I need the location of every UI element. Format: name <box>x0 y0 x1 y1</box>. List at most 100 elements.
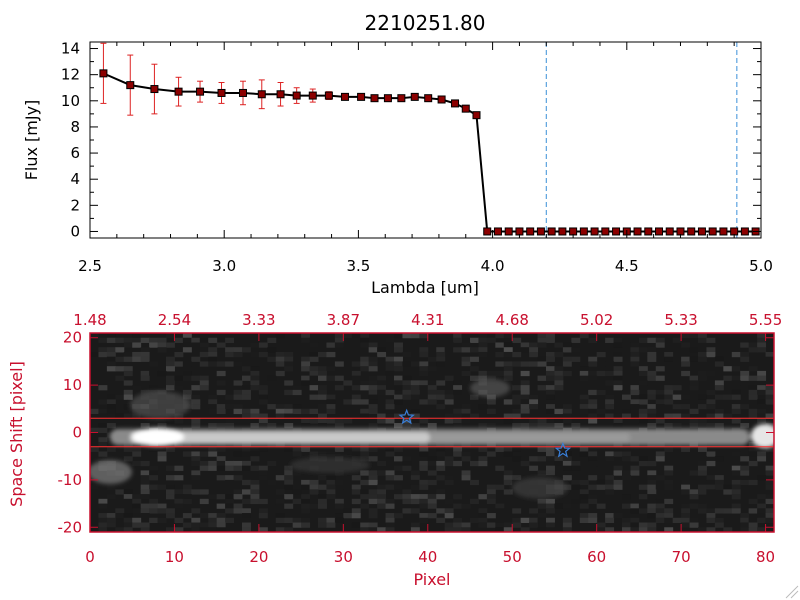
noise-pixel <box>596 484 606 490</box>
noise-pixel <box>698 460 707 467</box>
noise-pixel <box>740 451 750 457</box>
noise-pixel <box>106 394 116 400</box>
noise-pixel <box>562 347 572 353</box>
noise-pixel <box>191 470 201 476</box>
noise-pixel <box>309 337 319 343</box>
noise-pixel <box>546 460 555 467</box>
noise-pixel <box>419 333 429 339</box>
noise-pixel <box>191 451 201 457</box>
noise-pixel <box>250 342 260 348</box>
noise-pixel <box>166 418 175 424</box>
noise-pixel <box>166 494 175 500</box>
noise-pixel <box>681 522 691 528</box>
noise-pixel <box>529 361 539 367</box>
pixel-tick-label: 30 <box>334 548 353 566</box>
noise-pixel <box>301 503 311 509</box>
noise-pixel <box>106 333 116 339</box>
noise-pixel <box>98 347 108 353</box>
noise-pixel <box>267 423 277 429</box>
noise-pixel <box>275 475 285 481</box>
noise-pixel <box>461 356 471 362</box>
noise-pixel <box>106 399 116 405</box>
noise-pixel <box>546 451 555 457</box>
noise-pixel <box>318 351 327 358</box>
noise-pixel <box>655 389 665 396</box>
noise-pixel <box>647 347 657 353</box>
noise-pixel <box>385 413 395 419</box>
noise-pixel <box>284 413 294 419</box>
noise-pixel <box>706 347 716 353</box>
noise-pixel <box>208 451 218 457</box>
noise-pixel <box>98 517 108 524</box>
resize-grip-icon[interactable] <box>785 585 799 599</box>
noise-pixel <box>242 479 251 486</box>
noise-pixel <box>706 451 716 457</box>
noise-pixel <box>706 404 716 410</box>
noise-pixel <box>647 389 657 396</box>
noise-pixel <box>360 503 370 509</box>
noise-pixel <box>140 356 150 362</box>
noise-pixel <box>123 527 133 532</box>
noise-pixel <box>689 375 699 381</box>
noise-pixel <box>655 342 665 348</box>
y-tick-label: 14 <box>61 40 80 58</box>
noise-pixel <box>199 337 209 343</box>
noise-pixel <box>436 508 446 514</box>
noise-pixel <box>106 423 116 429</box>
noise-pixel <box>368 408 378 415</box>
noise-pixel <box>503 446 513 452</box>
noise-pixel <box>503 399 513 405</box>
noise-pixel <box>242 517 251 524</box>
noise-pixel <box>318 517 327 524</box>
noise-pixel <box>284 494 294 500</box>
noise-pixel <box>208 527 218 532</box>
noise-pixel <box>664 527 674 532</box>
noise-pixel <box>182 347 192 353</box>
noise-pixel <box>655 394 665 400</box>
noise-pixel <box>385 470 395 476</box>
noise-pixel <box>385 404 395 410</box>
noise-pixel <box>520 413 530 419</box>
noise-pixel <box>199 513 209 519</box>
noise-pixel <box>723 375 733 381</box>
noise-pixel <box>605 413 615 419</box>
data-point <box>536 227 545 236</box>
noise-pixel <box>672 413 682 419</box>
noise-pixel <box>427 394 437 400</box>
noise-pixel <box>630 527 640 532</box>
noise-pixel <box>351 394 361 400</box>
noise-pixel <box>436 517 446 524</box>
noise-pixel <box>326 522 336 528</box>
noise-pixel <box>427 503 437 509</box>
noise-pixel <box>90 408 99 415</box>
noise-pixel <box>258 418 268 424</box>
noise-pixel <box>622 394 631 400</box>
noise-pixel <box>698 333 707 339</box>
noise-pixel <box>132 351 142 358</box>
noise-pixel <box>149 484 159 490</box>
noise-pixel <box>512 361 522 367</box>
noise-pixel <box>562 342 572 348</box>
noise-pixel <box>478 404 488 410</box>
noise-pixel <box>267 375 277 381</box>
noise-pixel <box>529 351 539 358</box>
noise-pixel <box>140 475 150 481</box>
noise-pixel <box>301 366 311 372</box>
noise-pixel <box>402 375 412 381</box>
noise-pixel <box>757 451 767 457</box>
noise-pixel <box>461 527 471 532</box>
noise-pixel <box>613 375 623 381</box>
noise-pixel <box>166 513 175 519</box>
noise-pixel <box>655 456 665 462</box>
noise-pixel <box>402 351 412 358</box>
noise-pixel <box>174 498 184 505</box>
noise-pixel <box>149 508 159 514</box>
noise-pixel <box>225 394 235 400</box>
noise-pixel <box>689 423 699 429</box>
noise-pixel <box>689 494 699 500</box>
noise-pixel <box>554 375 564 381</box>
noise-pixel <box>444 498 454 505</box>
noise-pixel <box>436 394 446 400</box>
noise-pixel <box>123 404 133 410</box>
